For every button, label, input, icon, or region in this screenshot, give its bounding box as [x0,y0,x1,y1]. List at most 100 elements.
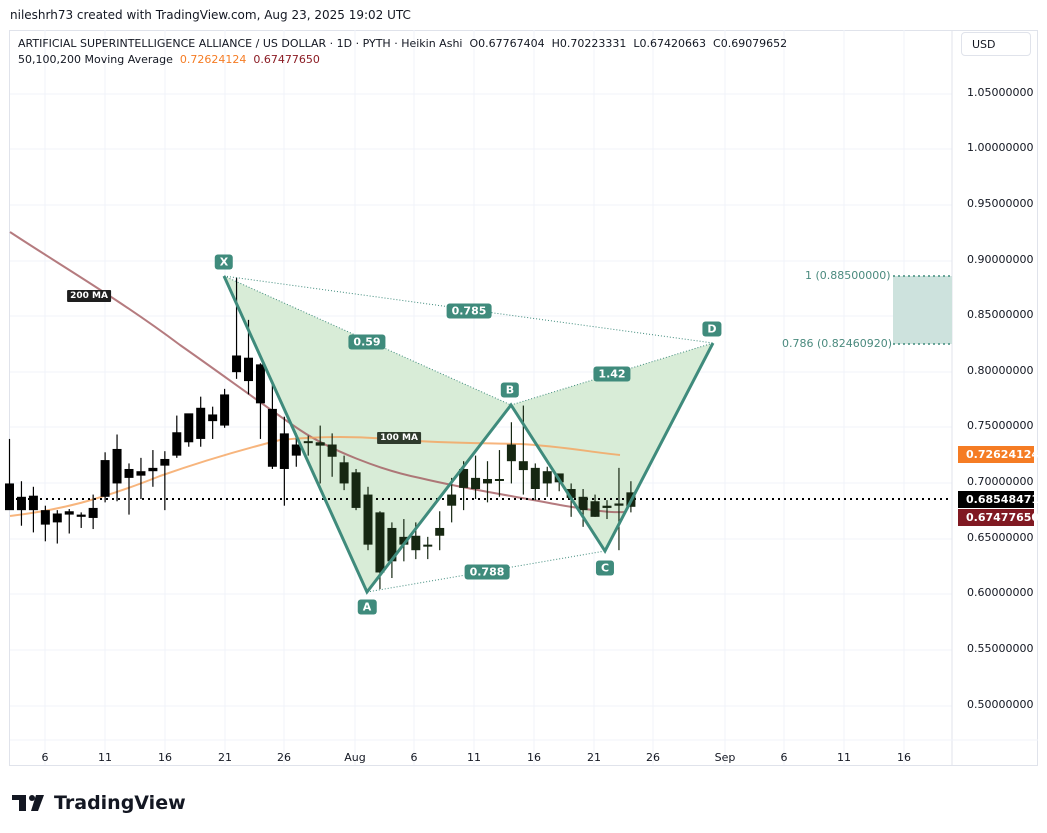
time-tick: 21 [587,751,601,764]
pattern-point-c[interactable]: C [595,560,615,576]
candle-body[interactable] [494,478,504,481]
candle-body[interactable] [148,467,158,472]
pattern-fill-bcd [511,343,713,551]
candle-body[interactable] [590,501,600,517]
candle-body[interactable] [255,364,265,404]
candle-body[interactable] [136,471,146,476]
candle-body[interactable] [578,496,588,511]
pattern-point-a[interactable]: A [357,599,377,615]
candle-body[interactable] [232,355,242,373]
pattern-point-b[interactable]: B [500,382,520,398]
ratio-bd-label: 1.42 [593,366,631,382]
candle-body[interactable] [327,444,337,457]
ratio-xb-label: 0.59 [348,334,386,350]
candle-body[interactable] [196,407,206,439]
candle-body[interactable] [208,414,218,422]
price-tick: 0.55000000 [967,642,1034,655]
candle-body[interactable] [28,495,38,511]
tradingview-logo[interactable]: TradingView [12,792,186,814]
candle-body[interactable] [124,468,134,478]
candle-body[interactable] [40,510,50,525]
pattern-point-x[interactable]: X [214,254,234,270]
ma-200-chart-label: 200 MA [67,290,111,302]
candle-body[interactable] [5,483,14,511]
ohlc-low: L0.67420663 [633,37,707,50]
ma-100-chart-label: 100 MA [377,432,421,444]
ohlc-open: O0.67767404 [469,37,545,50]
price-tick: 0.50000000 [967,698,1034,711]
candle-body[interactable] [303,441,313,444]
candle-body[interactable] [16,496,26,511]
candle-body[interactable] [518,461,528,471]
fib-target-zone[interactable] [893,276,952,344]
candle-body[interactable] [64,511,74,515]
candle-body[interactable] [52,513,62,523]
candle-body[interactable] [244,357,253,382]
candle-body[interactable] [459,468,469,488]
candle-body[interactable] [363,494,373,545]
candle-body[interactable] [339,462,349,484]
time-tick: 11 [837,751,851,764]
candle-body[interactable] [602,505,612,508]
pattern-point-d[interactable]: D [702,321,722,337]
candle-body[interactable] [375,512,385,573]
price-tick: 0.65000000 [967,531,1034,544]
candles[interactable] [5,277,636,590]
candle-body[interactable] [483,478,492,484]
candle-body[interactable] [435,527,445,536]
candle-body[interactable] [387,527,397,562]
time-tick: 11 [98,751,112,764]
last-price-label: 0.68548471 [958,491,1039,508]
candle-body[interactable] [399,536,409,545]
time-tick-month: Sep [714,751,736,764]
price-tick: 0.60000000 [967,586,1034,599]
candle-body[interactable] [291,444,301,456]
candle-body[interactable] [530,467,540,490]
candle-body[interactable] [88,507,98,518]
currency-button[interactable]: USD [961,32,1031,56]
ratio-ac-label: 0.788 [464,564,510,580]
time-tick: 16 [158,751,172,764]
candle-body[interactable] [100,460,110,497]
price-tick: 0.85000000 [967,308,1034,321]
candle-body[interactable] [614,503,624,506]
candle-body[interactable] [279,433,289,469]
time-tick: 11 [467,751,481,764]
ohlc-close: C0.69079652 [713,37,788,50]
candle-body[interactable] [160,458,170,466]
fib-label-bottom: 0.786 (0.82460920) [782,337,893,350]
chart-frame[interactable] [9,30,1038,766]
candle-body[interactable] [471,477,481,490]
candle-body[interactable] [112,448,122,484]
ma-100-price-label: 0.72624124 [958,446,1039,463]
ma-indicator-title[interactable]: 50,100,200 Moving Average [18,53,173,66]
candle-body[interactable] [220,394,230,426]
candle-body[interactable] [447,494,457,506]
fib-label-top: 1 (0.88500000) [805,269,891,282]
pattern-fill-xab [224,276,511,592]
candle-body[interactable] [411,535,421,551]
symbol-title: ARTIFICIAL SUPERINTELLIGENCE ALLIANCE / … [18,37,463,50]
candle-body[interactable] [76,514,86,517]
candle-body[interactable] [172,432,182,456]
ma-200-price-label: 0.67477650 [958,509,1039,526]
candle-body[interactable] [566,489,576,498]
candle-body[interactable] [423,544,433,547]
time-tick-month: Aug [344,751,366,764]
candle-body[interactable] [542,471,552,484]
price-tick: 0.75000000 [967,419,1034,432]
candle-body[interactable] [184,413,194,443]
ratio-xd-label: 0.785 [446,303,492,319]
ma-200-value: 0.67477650 [253,53,320,66]
brand-name: TradingView [54,792,186,814]
candle-body[interactable] [351,472,361,508]
price-tick: 0.70000000 [967,475,1034,488]
candle-body[interactable] [267,408,277,467]
chart-legend: ARTIFICIAL SUPERINTELLIGENCE ALLIANCE / … [18,36,787,68]
candle-body[interactable] [315,442,325,446]
candle-body[interactable] [506,444,516,462]
price-tick: 0.90000000 [967,253,1034,266]
time-tick: 6 [41,751,49,764]
ma-100-value: 0.72624124 [179,53,247,66]
